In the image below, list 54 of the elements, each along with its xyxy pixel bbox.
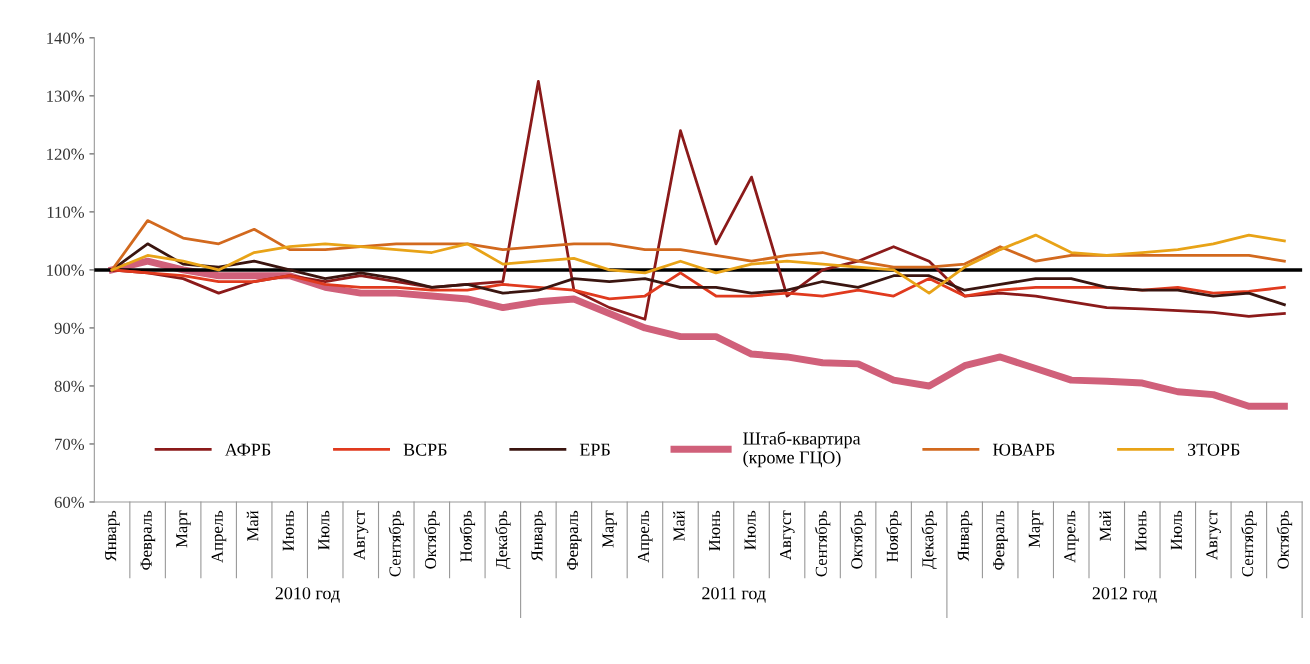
line-series (110, 233, 1286, 295)
x-tick-label: Апрель (1064, 510, 1079, 563)
x-tick-label: Ноябрь (459, 510, 476, 562)
y-tick-label: 140% (47, 32, 85, 44)
x-tick-label: Июль (1170, 510, 1182, 550)
x-tick-label: Август (780, 510, 795, 560)
x-tick-label: Июль (744, 510, 756, 550)
text: 2011 год (702, 587, 766, 603)
x-tick-label: Май (246, 510, 259, 541)
y-tick-label: 70% (55, 438, 85, 450)
x-tick-label: Декабрь (495, 510, 511, 569)
x-tick-label: Май (673, 510, 685, 541)
legend-label: ЕРБ (579, 443, 610, 456)
x-tick-label: Январь (957, 510, 973, 562)
x-tick-label: Июнь (282, 510, 294, 551)
y-tick-label: 80% (54, 380, 85, 392)
x-tick-label: Январь (531, 510, 546, 562)
y-tick-label: 90% (54, 322, 85, 334)
x-tick-label: Апрель (211, 510, 227, 563)
y-tick-label: 120% (47, 148, 85, 160)
y-tick-label: 110% (47, 206, 85, 218)
x-tick-label: Апрель (637, 510, 653, 563)
legend-label: ВСРБ (403, 443, 447, 456)
text: 2012 год (1092, 587, 1157, 603)
y-tick-label: 60% (54, 496, 85, 508)
x-tick-label: Июль (318, 510, 330, 550)
x-tick-label: Март (176, 510, 191, 548)
x-tick-label: Сентябрь (1241, 510, 1257, 577)
legend-label: АФРБ (224, 443, 271, 456)
text: 2010 год (275, 587, 340, 603)
x-tick-label: Февраль (993, 510, 1008, 570)
x-tick-label: Август (1206, 510, 1221, 560)
x-tick-label: Февраль (140, 510, 156, 570)
line-series (110, 219, 1286, 272)
x-tick-label: Август (353, 510, 369, 560)
x-tick-label: Октябрь (424, 510, 440, 569)
x-tick-label: Сентябрь (814, 510, 831, 577)
x-tick-label: Июнь (1135, 510, 1147, 551)
x-tick-label: Февраль (566, 510, 582, 570)
x-tick-label: Сентябрь (388, 510, 405, 577)
legend-label: ЗТОРБ (1187, 443, 1240, 456)
legend-label: Штаб-квартира (кроме ГЦО) (743, 431, 861, 468)
x-tick-label: Декабрь (921, 510, 937, 569)
x-tick-label: Март (1028, 510, 1044, 548)
legend-label: ЮВАРБ (992, 443, 1055, 456)
x-tick-label: Июнь (709, 510, 721, 551)
x-tick-label: Январь (105, 510, 120, 562)
x-tick-label: Март (602, 510, 617, 548)
y-tick-label: 130% (47, 90, 85, 102)
x-tick-label: Октябрь (850, 510, 866, 569)
x-tick-label: Октябрь (1276, 510, 1293, 569)
x-tick-label: Май (1099, 510, 1111, 541)
y-tick-label: 100% (47, 264, 85, 276)
x-tick-label: Ноябрь (885, 510, 902, 562)
